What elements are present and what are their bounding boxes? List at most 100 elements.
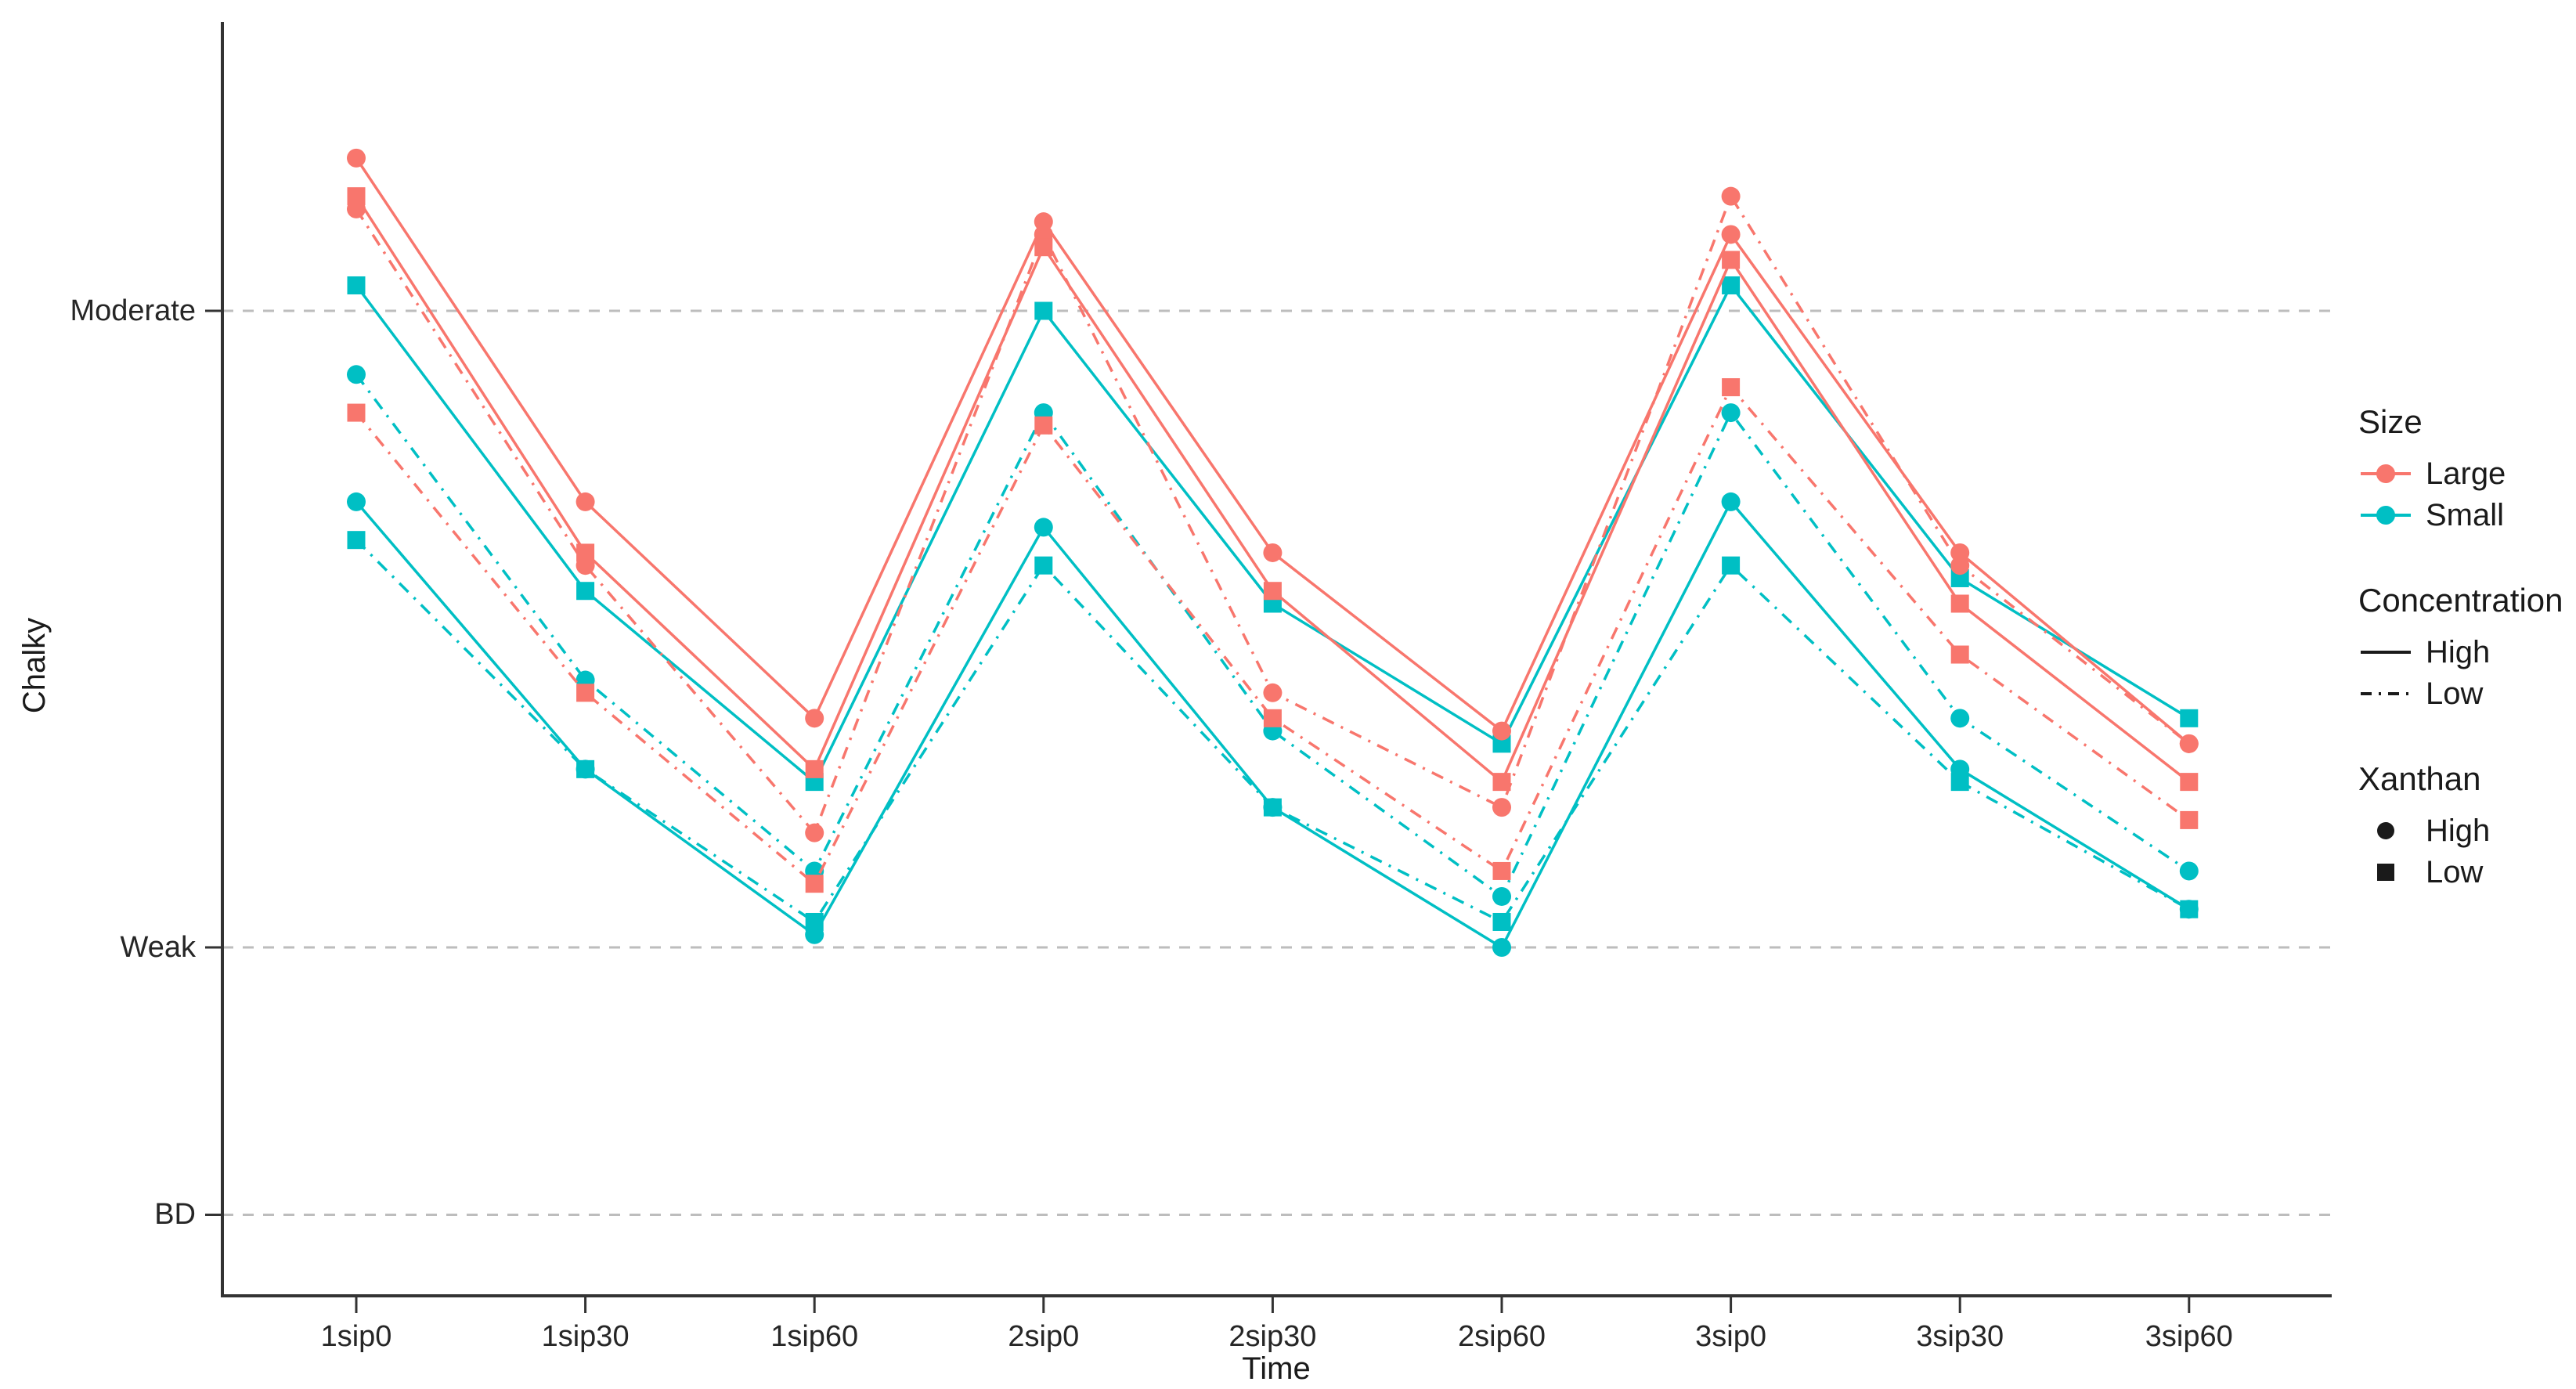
x-tick-label: 3sip30 bbox=[1916, 1320, 2004, 1353]
small-key-circle-icon bbox=[2376, 505, 2395, 525]
large-key-circle-icon bbox=[2376, 464, 2395, 483]
series-4-point bbox=[1721, 492, 1741, 511]
legend-title-size: Size bbox=[2358, 403, 2423, 440]
x-tick-label: 2sip60 bbox=[1458, 1320, 1546, 1353]
legend-item-concentration-low: Low bbox=[2358, 673, 2576, 714]
series-6-point bbox=[1721, 403, 1741, 423]
legend: Size Large Small Concentration bbox=[2358, 406, 2576, 941]
legend-item-concentration-high: High bbox=[2358, 631, 2576, 673]
series-1-point bbox=[1722, 251, 1741, 269]
large-size-key-icon bbox=[2361, 464, 2411, 483]
legend-title-concentration: Concentration bbox=[2358, 582, 2563, 619]
series-4-point bbox=[1263, 798, 1283, 817]
legend-label-small: Small bbox=[2426, 497, 2505, 532]
series-5-point bbox=[347, 276, 366, 294]
legend-item-size-large: Large bbox=[2358, 453, 2576, 494]
x-tick-label: 3sip0 bbox=[1695, 1320, 1767, 1353]
series-1-point bbox=[576, 543, 595, 562]
series-2-point bbox=[1492, 798, 1511, 817]
series-1-point bbox=[1263, 582, 1282, 601]
series-3-point bbox=[2180, 810, 2199, 829]
x-tick-label: 2sip0 bbox=[1008, 1320, 1080, 1353]
legend-item-xanthan-low: Low bbox=[2358, 851, 2576, 893]
series-0-point bbox=[347, 148, 366, 168]
circle-marker-key-icon bbox=[2377, 821, 2394, 839]
y-tick-label: Weak bbox=[120, 931, 196, 964]
y-axis-title: Chalky bbox=[17, 617, 52, 714]
series-5-point bbox=[2180, 709, 2199, 727]
series-3-point bbox=[1722, 378, 1741, 397]
series-1-point bbox=[805, 759, 824, 778]
legend-item-size-small: Small bbox=[2358, 494, 2576, 536]
series-2-point bbox=[1721, 186, 1741, 206]
x-tick-label: 1sip60 bbox=[770, 1320, 859, 1353]
series-4-point bbox=[805, 925, 824, 944]
series-0-point bbox=[1263, 543, 1283, 562]
series-line-3 bbox=[355, 384, 2190, 886]
series-1-point bbox=[1034, 238, 1053, 257]
series-0-point bbox=[1034, 212, 1053, 232]
series-3-point bbox=[805, 875, 824, 893]
series-5-point bbox=[1034, 301, 1053, 320]
solid-line-key-icon bbox=[2361, 650, 2411, 654]
legend-label-xanthan-low: Low bbox=[2426, 854, 2484, 889]
series-3-point bbox=[1034, 416, 1053, 435]
x-tick-label: 1sip30 bbox=[541, 1320, 630, 1353]
series-2-point bbox=[1263, 683, 1283, 702]
series-0-point bbox=[2179, 734, 2199, 753]
series-0-point bbox=[805, 709, 824, 728]
legend-label-concentration-low: Low bbox=[2426, 676, 2484, 711]
series-5-point bbox=[576, 582, 595, 601]
series-0-point bbox=[1721, 225, 1741, 244]
series-4-point bbox=[575, 759, 595, 779]
series-0-point bbox=[575, 492, 595, 511]
legend-group-concentration: Concentration High Low bbox=[2358, 584, 2576, 714]
series-7-point bbox=[347, 531, 366, 550]
square-marker-key-icon bbox=[2377, 863, 2394, 881]
x-tick-label: 3sip60 bbox=[2145, 1320, 2233, 1353]
legend-group-xanthan: Xanthan High Low bbox=[2358, 763, 2576, 893]
series-3-point bbox=[1263, 709, 1282, 727]
x-tick-label: 1sip0 bbox=[320, 1320, 392, 1353]
legend-label-large: Large bbox=[2426, 456, 2506, 491]
series-3-point bbox=[576, 684, 595, 702]
series-0-point bbox=[1492, 721, 1511, 741]
series-6-point bbox=[1492, 886, 1511, 906]
series-3-point bbox=[1950, 645, 1969, 664]
series-6-point bbox=[347, 365, 366, 384]
series-1-point bbox=[347, 187, 366, 206]
series-7-point bbox=[1492, 912, 1511, 931]
small-size-key-icon bbox=[2361, 505, 2411, 525]
series-line-6 bbox=[355, 373, 2190, 899]
series-line-0 bbox=[355, 157, 2190, 745]
series-0-point bbox=[1950, 543, 1970, 562]
series-4-point bbox=[1034, 518, 1053, 537]
y-tick-label: BD bbox=[154, 1198, 196, 1232]
square-marker-glyph bbox=[2377, 863, 2394, 881]
legend-title-xanthan: Xanthan bbox=[2358, 760, 2481, 797]
legend-item-xanthan-high: High bbox=[2358, 810, 2576, 851]
x-axis-title: Time bbox=[1242, 1351, 1311, 1386]
series-5-point bbox=[1722, 276, 1741, 294]
series-2-point bbox=[805, 823, 824, 842]
series-6-point bbox=[1950, 709, 1970, 728]
legend-group-size: Size Large Small bbox=[2358, 406, 2576, 536]
series-7-point bbox=[1034, 556, 1053, 575]
series-7-point bbox=[1722, 556, 1741, 575]
series-3-point bbox=[347, 403, 366, 422]
y-tick-label: Moderate bbox=[70, 294, 196, 327]
series-4-point bbox=[1492, 938, 1511, 957]
legend-label-concentration-high: High bbox=[2426, 634, 2491, 669]
series-4-point bbox=[1950, 759, 1970, 779]
legend-label-xanthan-high: High bbox=[2426, 813, 2491, 848]
circle-marker-glyph bbox=[2377, 821, 2394, 839]
dashdot-line-key-icon bbox=[2361, 691, 2411, 695]
series-3-point bbox=[1492, 861, 1511, 880]
series-6-point bbox=[2179, 861, 2199, 881]
series-1-point bbox=[1492, 773, 1511, 792]
series-1-point bbox=[2180, 773, 2199, 792]
series-1-point bbox=[1950, 594, 1969, 613]
series-4-point bbox=[347, 492, 366, 511]
